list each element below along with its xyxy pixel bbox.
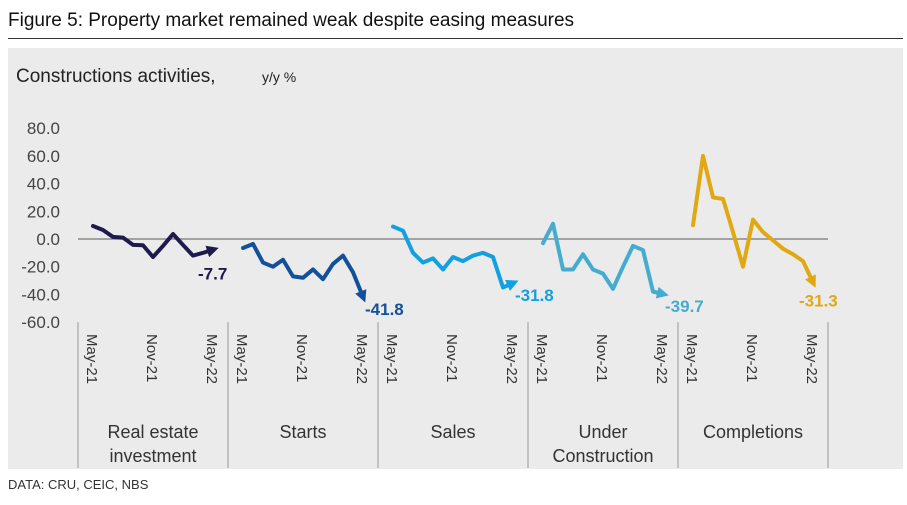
y-tick-label: -40.0	[21, 285, 60, 304]
series-line-4	[691, 153, 816, 288]
x-tick-label: May-22	[203, 334, 220, 384]
group-label: Construction	[552, 446, 653, 466]
end-value-label: -7.7	[198, 265, 227, 284]
y-tick-label: 20.0	[27, 202, 60, 221]
x-tick-label: Nov-21	[293, 334, 310, 382]
group-label: Under	[578, 422, 627, 442]
y-tick-label: 80.0	[27, 119, 60, 138]
y-tick-label: 60.0	[27, 147, 60, 166]
y-tick-label: -20.0	[21, 258, 60, 277]
y-tick-label: 40.0	[27, 175, 60, 194]
x-tick-label: May-22	[653, 334, 670, 384]
series-line-1	[241, 241, 367, 303]
end-value-label: -41.8	[365, 300, 404, 319]
group-label: Real estate	[107, 422, 198, 442]
x-tick-label: Nov-21	[143, 334, 160, 382]
x-tick-label: Nov-21	[443, 334, 460, 382]
end-value-label: -31.3	[799, 291, 838, 310]
x-tick-label: May-22	[803, 334, 820, 384]
x-tick-label: May-21	[533, 334, 550, 384]
y-tick-label: -60.0	[21, 313, 60, 332]
y-tick-label: 0.0	[36, 230, 60, 249]
group-label: Completions	[703, 422, 803, 442]
series-line-3	[541, 221, 669, 299]
chart-unit: y/y %	[262, 69, 296, 85]
group-label: investment	[109, 446, 196, 466]
x-tick-label: May-21	[383, 334, 400, 384]
group-label: Starts	[279, 422, 326, 442]
figure-title: Figure 5: Property market remained weak …	[8, 10, 575, 31]
x-tick-label: May-22	[353, 334, 370, 384]
x-tick-label: May-21	[233, 334, 250, 384]
series-line-2	[391, 224, 519, 291]
x-tick-label: May-22	[503, 334, 520, 384]
title-rule	[8, 38, 903, 39]
x-tick-label: May-21	[683, 334, 700, 384]
chart-subtitle: Constructions activities,	[16, 66, 216, 87]
group-label: Sales	[430, 422, 475, 442]
end-value-label: -39.7	[665, 297, 704, 316]
x-tick-label: May-21	[83, 334, 100, 384]
series-line-0	[91, 223, 219, 260]
source-note: DATA: CRU, CEIC, NBS	[8, 477, 149, 492]
x-tick-label: Nov-21	[593, 334, 610, 382]
end-value-label: -31.8	[515, 286, 554, 305]
x-tick-label: Nov-21	[743, 334, 760, 382]
